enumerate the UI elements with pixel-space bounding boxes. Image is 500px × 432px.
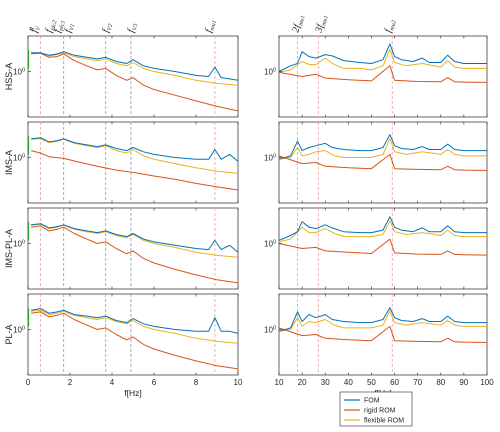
frequency-label-sub: V2	[107, 23, 115, 31]
y-tick-exponent: 0	[22, 326, 25, 332]
frequency-label: fmu1	[203, 18, 218, 34]
series-flexible-rom	[31, 309, 239, 344]
axes-frame	[278, 207, 488, 290]
series-fom	[31, 51, 239, 81]
y-tick-label: 100	[13, 154, 25, 163]
series-rigid-rom	[31, 52, 239, 112]
frequency-label-sup: II	[29, 26, 36, 33]
series-fom	[31, 137, 239, 162]
y-tick-label: 100	[264, 68, 276, 77]
row-label: HSS-A	[4, 63, 14, 91]
x-tick-label: 30	[321, 378, 330, 387]
frequency-label-sub: mu1	[321, 15, 329, 27]
series-rigid-rom	[278, 238, 488, 256]
frequency-label: 2fmu1	[290, 13, 306, 34]
x-tick-label: 2	[68, 378, 73, 387]
legend: FOM rigid ROM flexible ROM	[339, 391, 413, 427]
series-fom	[278, 307, 487, 332]
y-tick-label: 100	[13, 326, 25, 335]
frequency-label-sub: V3	[132, 23, 140, 31]
frequency-label: fmu2	[383, 18, 398, 34]
row-label: IMS-A	[4, 150, 14, 175]
series-flexible-rom	[278, 310, 487, 332]
x-tick-label: 4	[110, 378, 115, 387]
series-rigid-rom	[278, 65, 488, 83]
y-tick-exponent: 0	[22, 240, 25, 246]
x-tick-label: 10	[275, 378, 284, 387]
series-rigid-rom	[31, 225, 239, 284]
y-tick-label: 100	[13, 68, 25, 77]
frequency-label-sub: V1	[69, 23, 77, 31]
series-flexible-rom	[278, 49, 487, 73]
x-tick-label: 0	[26, 378, 31, 387]
row-label: IMS-PL-A	[4, 229, 14, 268]
axes-frame	[27, 121, 239, 204]
x-tick-label: 40	[344, 378, 353, 387]
series-flexible-rom	[278, 220, 487, 243]
y-tick-label: 100	[264, 326, 276, 335]
legend-label: FOM	[364, 398, 380, 405]
x-tick-label: 60	[390, 378, 399, 387]
legend-label: flexible ROM	[364, 418, 404, 425]
y-tick-exponent: 0	[273, 154, 276, 160]
frequency-label-sub: mu1	[210, 20, 218, 32]
x-tick-label: 90	[459, 378, 468, 387]
x-tick-label: 50	[367, 378, 376, 387]
axes-frame	[27, 293, 239, 376]
y-tick-exponent: 0	[273, 240, 276, 246]
series-fom	[31, 223, 239, 253]
frequency-label: 3fmu1	[313, 13, 330, 35]
series-flexible-rom	[31, 223, 239, 258]
series-rigid-rom	[278, 153, 488, 171]
y-tick-exponent: 0	[273, 68, 276, 74]
series-rigid-rom	[31, 311, 239, 370]
frequency-label-sub: mu2	[389, 20, 397, 32]
y-tick-label: 100	[264, 154, 276, 163]
x-tick-label: 8	[194, 378, 199, 387]
x-tick-label: 10	[234, 378, 243, 387]
series-flexible-rom	[31, 138, 239, 174]
series-rigid-rom	[30, 150, 239, 191]
x-tick-label: 20	[298, 378, 307, 387]
series-fom	[278, 216, 487, 241]
series-flexible-rom	[31, 52, 239, 86]
y-tick-exponent: 0	[22, 68, 25, 74]
series-rigid-rom	[278, 325, 488, 343]
axes-frame	[278, 35, 488, 118]
frequency-label-sub: V	[35, 25, 42, 31]
y-tick-label: 100	[264, 240, 276, 249]
frequency-label: fVII	[29, 23, 43, 34]
series-fom	[31, 308, 239, 334]
x-tick-label: 70	[413, 378, 422, 387]
panel-1: 100	[264, 35, 488, 118]
row-label: PL-A	[4, 324, 14, 344]
y-tick-label: 100	[13, 240, 25, 249]
x-tick-label: 100	[480, 378, 494, 387]
axes-frame	[27, 207, 239, 290]
x-axis-label: f[Hz]	[124, 388, 141, 398]
series-fom	[278, 134, 487, 160]
panel-3: 100	[264, 121, 488, 204]
panel-5: 100	[264, 207, 488, 290]
x-tick-label: 80	[436, 378, 445, 387]
frequency-label: fV2	[100, 22, 114, 34]
frequency-label-sub: mu1	[298, 15, 306, 27]
series-fom	[278, 43, 487, 72]
y-tick-exponent: 0	[273, 326, 276, 332]
frequency-label-sub: plc1	[58, 20, 67, 33]
y-tick-exponent: 0	[22, 154, 25, 160]
frequency-label: fV3	[125, 22, 139, 34]
legend-label: rigid ROM	[364, 408, 396, 415]
x-tick-label: 6	[152, 378, 157, 387]
frequency-label-sub: plc2	[50, 20, 59, 33]
series-flexible-rom	[278, 138, 487, 160]
